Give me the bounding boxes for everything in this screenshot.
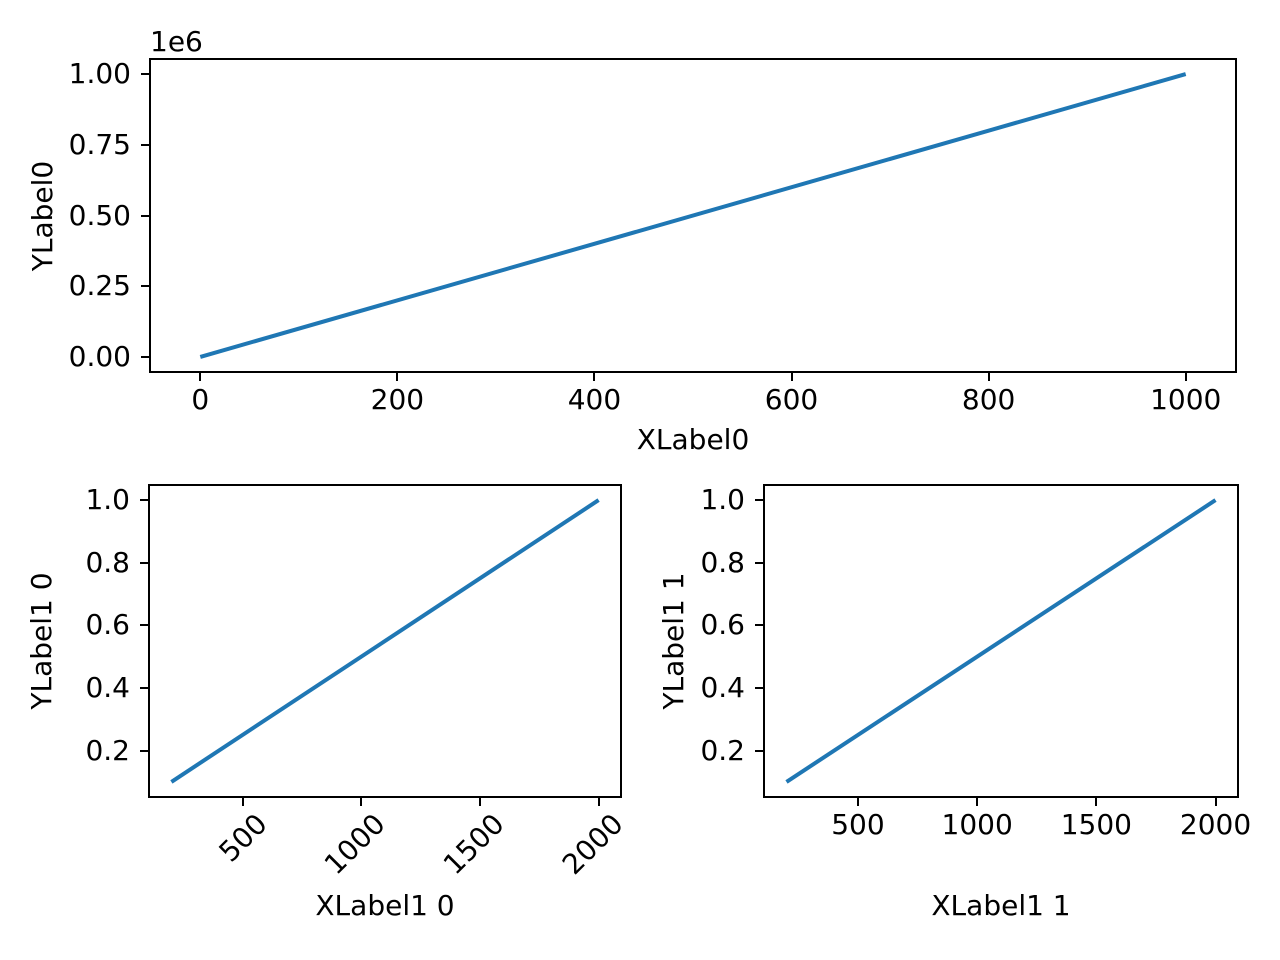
data-line — [199, 72, 1187, 359]
x-tick-label: 2000 — [555, 807, 630, 882]
x-tick-label: 1000 — [318, 807, 392, 882]
line-chart-svg — [170, 498, 600, 784]
y-tick-label: 0.50 — [68, 198, 131, 232]
y-tick-label: 0.00 — [68, 339, 131, 373]
subplot-bottom-left: YLabel1 0 XLabel1 0 500 1000 1500 2000 0.2 0.… — [25, 483, 629, 921]
y-tick-mark — [755, 561, 765, 564]
x-tick-mark — [976, 796, 979, 806]
y-tick-mark — [755, 686, 765, 689]
y-tick-label: 1.0 — [700, 483, 745, 517]
subplot-top: 1e6 YLabel0 XLabel0 0 200 400 600 800 1000 0.0… — [26, 25, 1237, 456]
x-tick-label: 0 — [191, 383, 210, 416]
x-tick-label: 2000 — [1179, 808, 1252, 841]
y-tick-label: 0.8 — [85, 545, 130, 579]
x-tick-mark — [1214, 796, 1217, 806]
x-tick-label: 400 — [567, 383, 622, 416]
x-tick-label: 1000 — [941, 808, 1013, 841]
y-tick-mark — [755, 624, 765, 627]
x-tick-mark — [360, 796, 363, 806]
y-tick-mark — [141, 143, 151, 146]
y-tick-label: 0.2 — [700, 733, 745, 767]
x-tick-label: 200 — [370, 383, 425, 416]
x-axis-label: XLabel1 0 — [315, 889, 455, 922]
y-tick-label: 0.75 — [68, 127, 131, 161]
x-tick-mark — [856, 796, 859, 806]
x-axis-label: XLabel0 — [636, 423, 750, 456]
line-chart-svg — [785, 498, 1217, 784]
y-tick-label: 0.6 — [700, 608, 745, 642]
x-tick-label: 500 — [831, 808, 885, 841]
y-tick-mark — [141, 285, 151, 288]
y-tick-mark — [755, 749, 765, 752]
y-tick-label: 0.4 — [85, 670, 130, 704]
subplot-bottom-right: YLabel1 1 XLabel1 1 500 1000 1500 2000 0.2 0.… — [657, 483, 1251, 921]
x-tick-label: 800 — [961, 383, 1016, 416]
y-tick-mark — [140, 686, 150, 689]
x-tick-mark — [1095, 796, 1098, 806]
x-tick-label: 1500 — [1060, 808, 1132, 841]
y-tick-mark — [140, 624, 150, 627]
y-tick-mark — [141, 214, 151, 217]
x-tick-label: 1000 — [1150, 383, 1222, 416]
y-tick-mark — [141, 355, 151, 358]
x-tick-mark — [478, 796, 481, 806]
x-tick-mark — [1184, 371, 1187, 381]
x-tick-mark — [593, 371, 596, 381]
data-line — [170, 498, 600, 784]
y-tick-label: 1.0 — [85, 483, 130, 517]
x-tick-mark — [396, 371, 399, 381]
x-tick-mark — [241, 796, 244, 806]
y-tick-label: 0.25 — [68, 269, 131, 303]
y-tick-label: 0.6 — [85, 608, 130, 642]
y-tick-label: 0.8 — [700, 545, 745, 579]
y-tick-label: 1.00 — [68, 57, 131, 91]
data-line — [785, 498, 1217, 784]
x-axis-label: XLabel1 1 — [931, 889, 1071, 922]
y-tick-mark — [141, 73, 151, 76]
x-tick-label: 600 — [764, 383, 819, 416]
y-tick-label: 0.2 — [85, 733, 130, 767]
x-tick-label: 1500 — [436, 807, 511, 882]
x-tick-mark — [597, 796, 600, 806]
x-tick-mark — [790, 371, 793, 381]
x-tick-label: 500 — [212, 807, 274, 869]
y-tick-mark — [140, 499, 150, 502]
y-tick-mark — [140, 561, 150, 564]
y-tick-mark — [140, 749, 150, 752]
x-tick-mark — [199, 371, 202, 381]
line-chart-svg — [199, 72, 1187, 359]
y-tick-mark — [755, 499, 765, 502]
y-axis-offset-text: 1e6 — [150, 25, 203, 58]
y-tick-label: 0.4 — [700, 670, 745, 704]
x-tick-mark — [987, 371, 990, 381]
